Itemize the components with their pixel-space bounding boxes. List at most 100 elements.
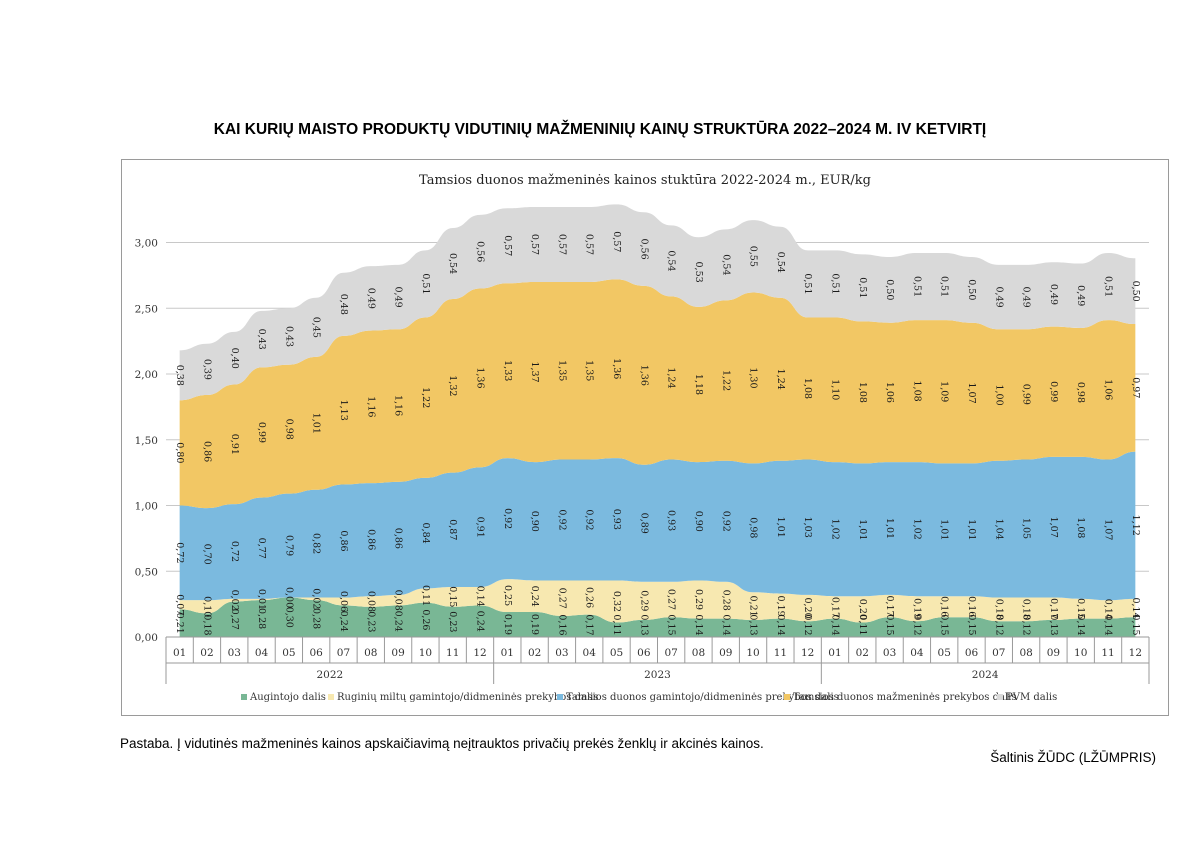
x-tick-label: 04 (910, 647, 924, 659)
data-label: 0,43 (283, 326, 294, 347)
y-tick-label: 0,50 (135, 566, 158, 578)
data-label: 0,55 (748, 246, 759, 267)
data-label: 0,18 (1021, 599, 1032, 620)
x-tick-label: 01 (828, 647, 841, 659)
data-label: 1,06 (884, 382, 895, 403)
x-tick-label: 05 (610, 647, 623, 659)
chart: Tamsios duonos mažmeninės kainos stuktūr… (135, 173, 1150, 703)
data-label: 0,13 (638, 614, 649, 635)
data-label: 0,00 (283, 587, 294, 608)
data-label: 0,19 (502, 614, 513, 635)
x-tick-label: 01 (173, 647, 186, 659)
data-label: 1,07 (966, 382, 977, 403)
data-label: 0,56 (638, 238, 649, 259)
data-label: 0,01 (256, 589, 267, 610)
data-label: 0,50 (966, 279, 977, 300)
chart-frame (121, 159, 1169, 716)
page-title: KAI KURIŲ MAISTO PRODUKTŲ VIDUTINIŲ MAŽM… (213, 121, 987, 138)
data-label: 1,35 (584, 360, 595, 381)
data-label: 0,51 (939, 276, 950, 297)
data-label: 1,36 (611, 358, 622, 379)
area-series-3 (179, 451, 1136, 601)
x-tick-label: 04 (255, 647, 269, 659)
data-label: 0,14 (829, 614, 840, 635)
x-tick-label: 09 (391, 647, 404, 659)
x-tick-label: 06 (637, 647, 651, 659)
x-tick-label: 08 (1019, 647, 1032, 659)
y-tick-label: 1,00 (135, 501, 158, 513)
data-label: 0,54 (447, 253, 458, 274)
data-label: 0,24 (475, 611, 486, 632)
legend-swatch (997, 694, 1003, 700)
data-label: 0,14 (475, 586, 486, 607)
data-label: 0,28 (311, 608, 322, 629)
data-label: 0,49 (1021, 286, 1032, 307)
data-label: 1,36 (475, 367, 486, 388)
data-label: 0,40 (229, 348, 240, 369)
data-label: 0,38 (174, 365, 185, 386)
x-tick-label: 01 (501, 647, 514, 659)
data-label: 0,14 (720, 614, 731, 635)
data-label: 0,23 (447, 611, 458, 632)
x-tick-label: 05 (938, 647, 951, 659)
data-label: 0,49 (1048, 284, 1059, 305)
data-label: 0,16 (556, 614, 567, 635)
data-label: 0,49 (993, 286, 1004, 307)
data-label: 0,24 (529, 586, 540, 607)
data-label: 1,08 (1075, 517, 1086, 538)
data-label: 1,01 (775, 517, 786, 538)
data-label: 1,07 (1048, 517, 1059, 538)
data-label: 0,13 (1048, 614, 1059, 635)
data-label: 0,06 (338, 591, 349, 612)
data-label: 1,13 (338, 400, 349, 421)
data-label: 0,93 (666, 510, 677, 531)
data-label: 0,23 (365, 611, 376, 632)
data-label: 0,87 (447, 519, 458, 540)
data-label: 0,57 (584, 234, 595, 255)
data-label: 0,92 (720, 511, 731, 532)
x-tick-label: 12 (801, 647, 814, 659)
x-tick-label: 05 (282, 647, 295, 659)
data-label: 0,14 (775, 614, 786, 635)
data-label: 0,26 (420, 609, 431, 630)
data-label: 0,57 (502, 235, 513, 256)
legend-swatch (784, 694, 790, 700)
area-series-5 (179, 204, 1136, 401)
data-label: 1,03 (802, 517, 813, 538)
x-tick-label: 02 (528, 647, 541, 659)
x-tick-label: 06 (965, 647, 979, 659)
legend-item: PVM dalis (997, 692, 1057, 703)
data-label: 0,92 (502, 508, 513, 529)
data-label: 0,79 (283, 535, 294, 556)
year-label: 2023 (644, 669, 671, 681)
data-label: 0,14 (1130, 597, 1141, 618)
data-label: 0,27 (229, 609, 240, 630)
data-label: 1,18 (693, 374, 704, 395)
data-label: 0,24 (338, 611, 349, 632)
data-label: 1,02 (829, 519, 840, 540)
data-label: 1,32 (447, 375, 458, 396)
data-label: 0,28 (256, 608, 267, 629)
legend-label: Augintojo dalis (249, 692, 326, 703)
data-label: 1,37 (529, 361, 540, 382)
data-label: 0,17 (1048, 598, 1059, 619)
data-label: 0,27 (666, 589, 677, 610)
data-label: 0,21 (174, 613, 185, 634)
data-label: 1,22 (720, 370, 731, 391)
note-text: Pastaba. Į vidutinės mažmeninės kainos a… (120, 736, 764, 751)
data-label: 0,18 (201, 614, 212, 635)
data-label: 1,09 (939, 381, 950, 402)
x-tick-label: 10 (1074, 647, 1087, 659)
y-tick-label: 0,00 (135, 632, 158, 644)
source-text: Šaltinis ŽŪDC (LŽŪMPRIS) (990, 750, 1156, 765)
x-tick-label: 04 (583, 647, 597, 659)
data-label: 0,24 (393, 611, 404, 632)
data-label: 0,16 (939, 596, 950, 617)
x-tick-label: 09 (719, 647, 732, 659)
data-label: 0,90 (529, 511, 540, 532)
data-label: 0,70 (201, 544, 212, 565)
data-label: 1,08 (911, 381, 922, 402)
data-label: 0,17 (884, 596, 895, 617)
data-label: 0,26 (584, 587, 595, 608)
data-label: 0,91 (475, 517, 486, 538)
